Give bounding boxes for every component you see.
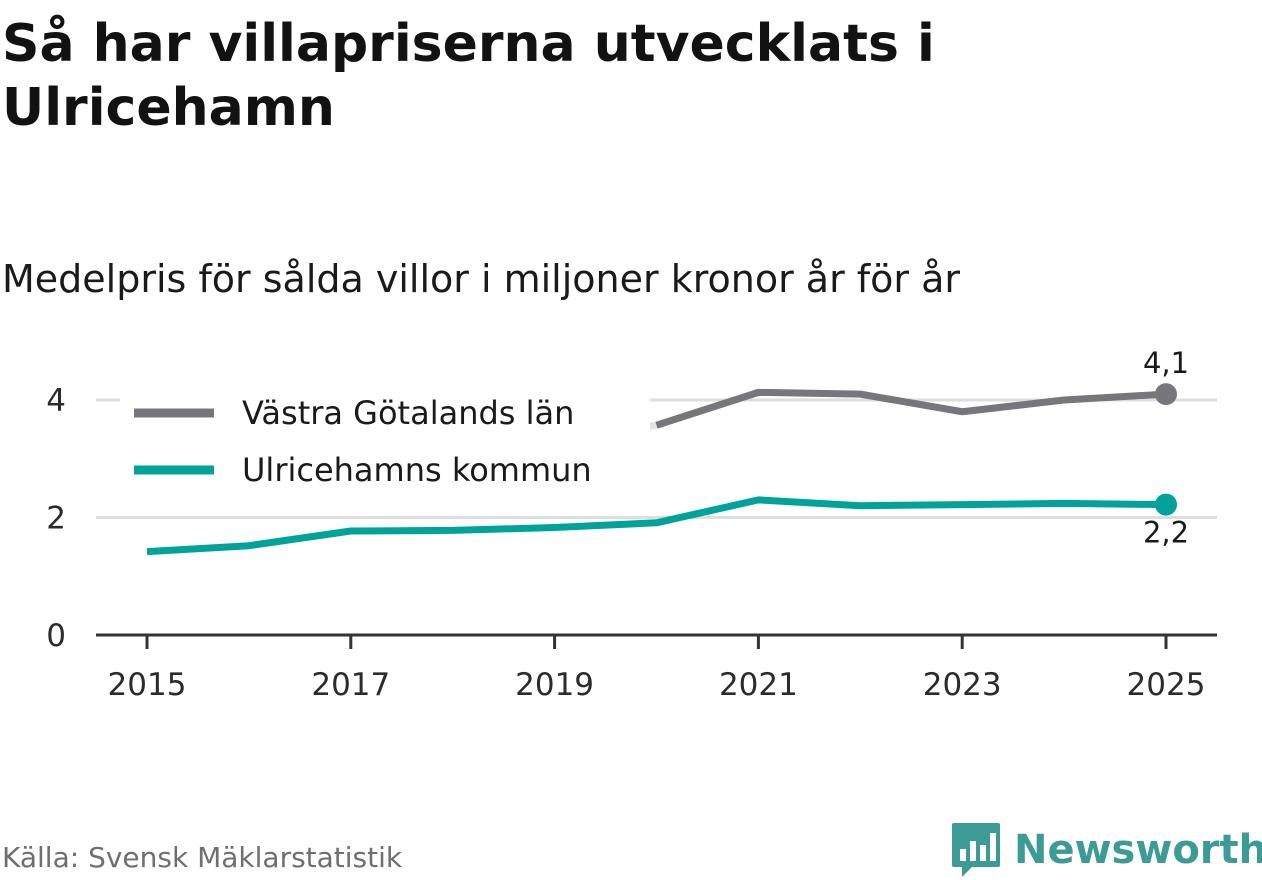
axes: 0 2 4 2015 2017 2019 2021 2023 2025 — [46, 383, 1217, 703]
y-tick-label: 0 — [46, 618, 66, 654]
x-tick-label: 2017 — [311, 667, 390, 703]
chart-title: Så har villapriserna utvecklats i Ulrice… — [2, 14, 935, 138]
x-tick-label: 2015 — [108, 667, 187, 703]
x-tick-label: 2023 — [923, 667, 1002, 703]
end-labels: 4,1 2,2 — [1143, 346, 1189, 549]
x-tick-label: 2019 — [515, 667, 594, 703]
line-chart: 0 2 4 2015 2017 2019 2021 2023 2025 Västra Götal… — [46, 346, 1217, 703]
brand-name: Newsworthy — [1014, 827, 1262, 873]
newsworthy-logo[interactable]: Newsworthy — [950, 820, 1262, 880]
source-note: Källa: Svensk Mäklarstatistik — [2, 841, 403, 874]
end-label-municipality: 2,2 — [1143, 516, 1189, 550]
legend-label-region: Västra Götalands län — [242, 394, 574, 432]
legend-label-municipality: Ulricehamns kommun — [242, 451, 592, 489]
series-line-municipality — [146, 496, 1167, 556]
end-point-region — [1155, 383, 1177, 406]
y-tick-label: 4 — [46, 383, 66, 419]
x-tick-label: 2021 — [719, 667, 798, 703]
x-tick-label: 2025 — [1127, 667, 1206, 703]
end-label-region: 4,1 — [1143, 346, 1189, 380]
newsworthy-chat-chart-icon — [952, 823, 1000, 877]
y-tick-label: 2 — [46, 501, 66, 537]
legend-background — [120, 388, 650, 498]
end-point-municipality — [1155, 493, 1177, 516]
legend: Västra Götalands län Ulricehamns kommun — [120, 388, 650, 498]
series-line-region — [655, 388, 1167, 429]
chart-subtitle: Medelpris för sålda villor i miljoner kr… — [2, 257, 961, 301]
